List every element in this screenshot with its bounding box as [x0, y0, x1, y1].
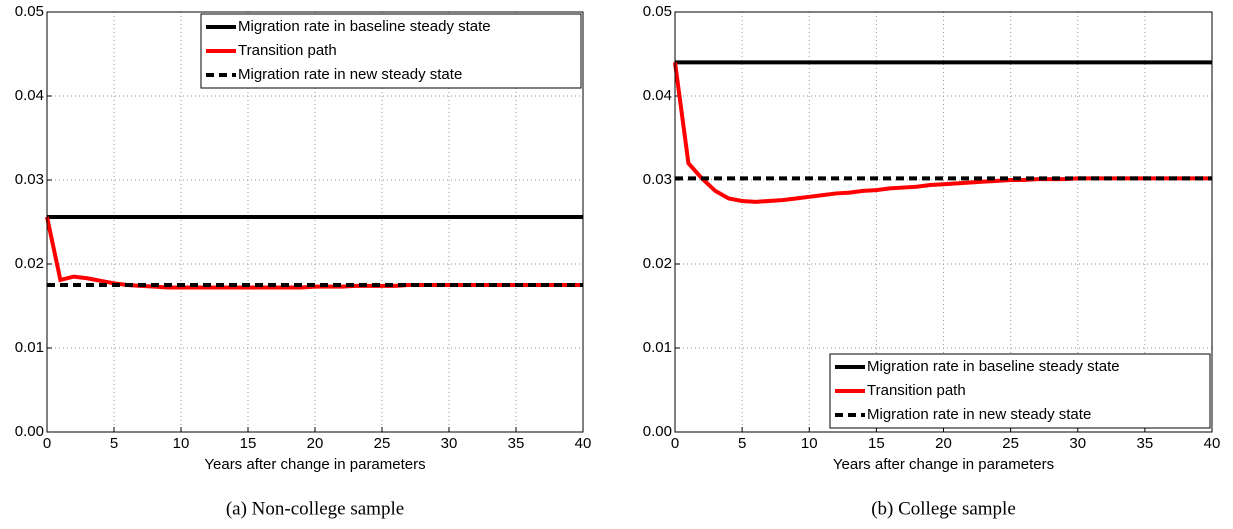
caption: (a) Non-college sample: [226, 498, 404, 519]
x-tick-label: 25: [1002, 435, 1019, 452]
x-tick-label: 30: [1069, 435, 1086, 452]
x-tick-label: 35: [508, 435, 525, 452]
y-tick-label: 0.01: [15, 339, 44, 356]
x-tick-label: 40: [575, 435, 592, 452]
caption: (b) College sample: [871, 498, 1016, 519]
x-tick-label: 0: [671, 435, 679, 452]
y-tick-label: 0.03: [15, 171, 44, 188]
x-axis-label: Years after change in parameters: [204, 456, 425, 473]
x-axis-label: Years after change in parameters: [833, 456, 1054, 473]
legend-label: Migration rate in new steady state: [867, 406, 1091, 423]
y-tick-label: 0.05: [643, 3, 672, 20]
plot-frame: [674, 11, 1213, 433]
y-tick-label: 0.04: [15, 87, 44, 104]
x-tick-label: 10: [801, 435, 818, 452]
y-tick-label: 0.03: [643, 171, 672, 188]
y-tick-label: 0.00: [643, 423, 672, 440]
x-tick-label: 15: [868, 435, 885, 452]
y-tick-label: 0.01: [643, 339, 672, 356]
y-tick-label: 0.05: [15, 3, 44, 20]
x-tick-label: 5: [110, 435, 118, 452]
x-tick-label: 40: [1204, 435, 1221, 452]
x-tick-label: 0: [43, 435, 51, 452]
legend-label: Migration rate in baseline steady state: [867, 358, 1120, 375]
x-tick-label: 10: [173, 435, 190, 452]
x-tick-label: 5: [738, 435, 746, 452]
x-tick-label: 30: [441, 435, 458, 452]
x-tick-label: 15: [240, 435, 257, 452]
legend-label: Migration rate in baseline steady state: [238, 18, 491, 35]
legend-box: [829, 353, 1211, 429]
x-tick-label: 20: [935, 435, 952, 452]
y-tick-label: 0.02: [643, 255, 672, 272]
x-tick-label: 20: [307, 435, 324, 452]
legend-box: [200, 13, 582, 89]
x-tick-label: 25: [374, 435, 391, 452]
x-tick-label: 35: [1137, 435, 1154, 452]
y-tick-label: 0.02: [15, 255, 44, 272]
y-tick-label: 0.04: [643, 87, 672, 104]
legend-label: Transition path: [238, 42, 337, 59]
y-tick-label: 0.00: [15, 423, 44, 440]
legend-label: Migration rate in new steady state: [238, 66, 462, 83]
legend-label: Transition path: [867, 382, 966, 399]
plot-frame: [46, 11, 584, 433]
